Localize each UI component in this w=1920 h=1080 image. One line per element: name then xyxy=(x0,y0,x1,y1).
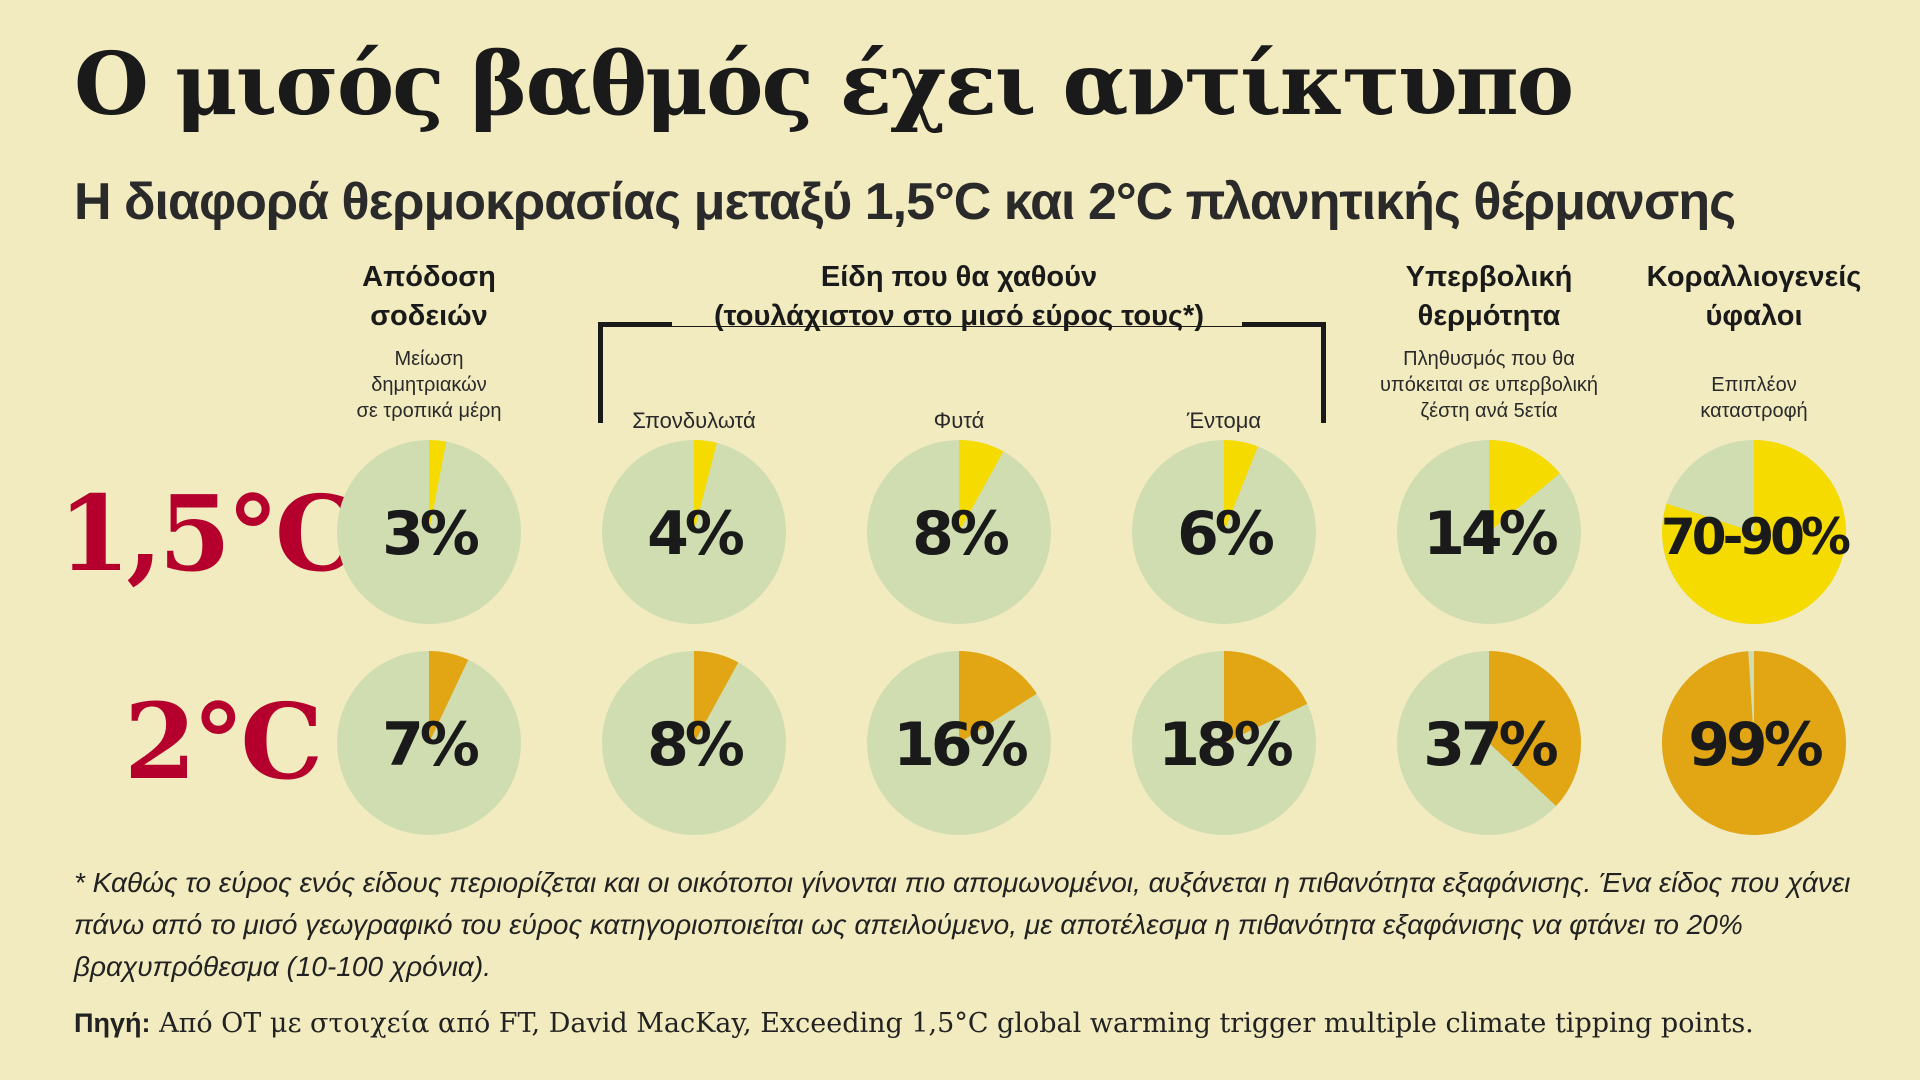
pie-2-c-col-2-slice xyxy=(694,651,739,743)
pie-2-c-col-5-label: 37% xyxy=(1423,710,1557,780)
crop-heading-line-2: σοδειών xyxy=(370,300,488,332)
extreme-heat-heading: Υπερβολική θερμότητα xyxy=(1406,258,1573,336)
species-bracket-gap xyxy=(672,318,1242,326)
coral-heading-line-1: Κοραλλιογενείς xyxy=(1646,261,1862,293)
crop-sub-line-3: σε τροπικά μέρη xyxy=(356,400,502,422)
crop-sub-line-1: Μείωση xyxy=(394,348,464,370)
pie-1-5-c-col-2-label: 4% xyxy=(647,499,744,569)
pie-2-c-col-2-label: 8% xyxy=(647,710,744,780)
source-text: Από ΟΤ με στοιχεία από FT, David MacKay,… xyxy=(150,1008,1754,1039)
coral-sub-line-2: καταστροφή xyxy=(1700,400,1808,422)
pie-1-5-c-col-5-slice xyxy=(1489,440,1560,532)
vertebrates-label: Σπονδυλωτά xyxy=(632,408,756,433)
species-heading-line-1: Είδη που θα χαθούν xyxy=(820,261,1098,293)
pie-2-c-col-3-slice xyxy=(959,651,1037,743)
row-label-1-5c: 1,5°C xyxy=(58,472,358,595)
coral-heading-line-2: ύφαλοι xyxy=(1705,300,1803,332)
footnote: * Καθώς το εύρος ενός είδους περιορίζετα… xyxy=(74,867,1851,982)
source-line: Πηγή: Από ΟΤ με στοιχεία από FT, David M… xyxy=(74,1008,1874,1039)
heat-sub-line-1: Πληθυσμός που θα xyxy=(1403,348,1575,370)
pie-2-c-col-4-label: 18% xyxy=(1158,710,1292,780)
pie-2-c-col-5-slice xyxy=(1489,651,1582,806)
crop-heading-line-1: Απόδοση xyxy=(362,261,496,293)
pie-1-5-c-col-6-label: 70-90% xyxy=(1661,508,1850,566)
pie-2-c-col-1-label: 7% xyxy=(382,710,479,780)
page-title: Ο μισός βαθμός έχει αντίκτυπο xyxy=(74,34,1574,135)
pie-2-c-col-3-label: 16% xyxy=(893,710,1027,780)
coral-reefs-subheading: Επιπλέον καταστροφή xyxy=(1700,372,1807,424)
pie-1-5-c-col-6-slice xyxy=(1662,440,1846,625)
pie-1-5-c-col-1-slice xyxy=(429,440,447,532)
heat-heading-line-1: Υπερβολική xyxy=(1405,261,1573,293)
insects-label: Έντομα xyxy=(1186,408,1262,433)
pie-1-5-c-col-5-label: 14% xyxy=(1423,499,1557,569)
pie-1-5-c-col-1-label: 3% xyxy=(382,499,479,569)
row-label-2c: 2°C xyxy=(124,680,323,803)
page-subtitle: Η διαφορά θερμοκρασίας μεταξύ 1,5°C και … xyxy=(74,173,1736,231)
pie-2-c-col-4-slice xyxy=(1224,651,1308,743)
extreme-heat-subheading: Πληθυσμός που θα υπόκειται σε υπερβολική… xyxy=(1380,346,1598,424)
plants-label: Φυτά xyxy=(933,408,985,433)
crop-yield-heading: Απόδοση σοδειών xyxy=(362,258,496,336)
crop-yield-subheading: Μείωση δημητριακών σε τροπικά μέρη xyxy=(357,346,502,424)
coral-sub-line-1: Επιπλέον xyxy=(1711,374,1797,396)
coral-reefs-heading: Κοραλλιογενείς ύφαλοι xyxy=(1647,258,1862,336)
pie-1-5-c-col-4-slice xyxy=(1224,440,1258,532)
pie-1-5-c-col-3-label: 8% xyxy=(912,499,1009,569)
heat-sub-line-3: ζέστη ανά 5ετία xyxy=(1420,400,1558,422)
source-label: Πηγή: xyxy=(74,1008,151,1038)
heat-heading-line-2: θερμότητα xyxy=(1417,300,1561,332)
pie-2-c-col-6-label: 99% xyxy=(1688,710,1822,780)
pie-2-c-col-6-slice xyxy=(1661,651,1846,835)
pie-1-5-c-col-3-slice xyxy=(959,440,1004,532)
pie-1-5-c-col-2-slice xyxy=(694,440,717,532)
species-heading: Είδη που θα χαθούν (τουλάχιστον στο μισό… xyxy=(714,258,1204,336)
pie-1-5-c-col-4-label: 6% xyxy=(1177,499,1274,569)
heat-sub-line-2: υπόκειται σε υπερβολική xyxy=(1379,374,1599,396)
species-heading-line-2: (τουλάχιστον στο μισό εύρος τους*) xyxy=(714,300,1204,332)
pie-2-c-col-1-slice xyxy=(429,651,469,743)
crop-sub-line-2: δημητριακών xyxy=(371,374,487,396)
